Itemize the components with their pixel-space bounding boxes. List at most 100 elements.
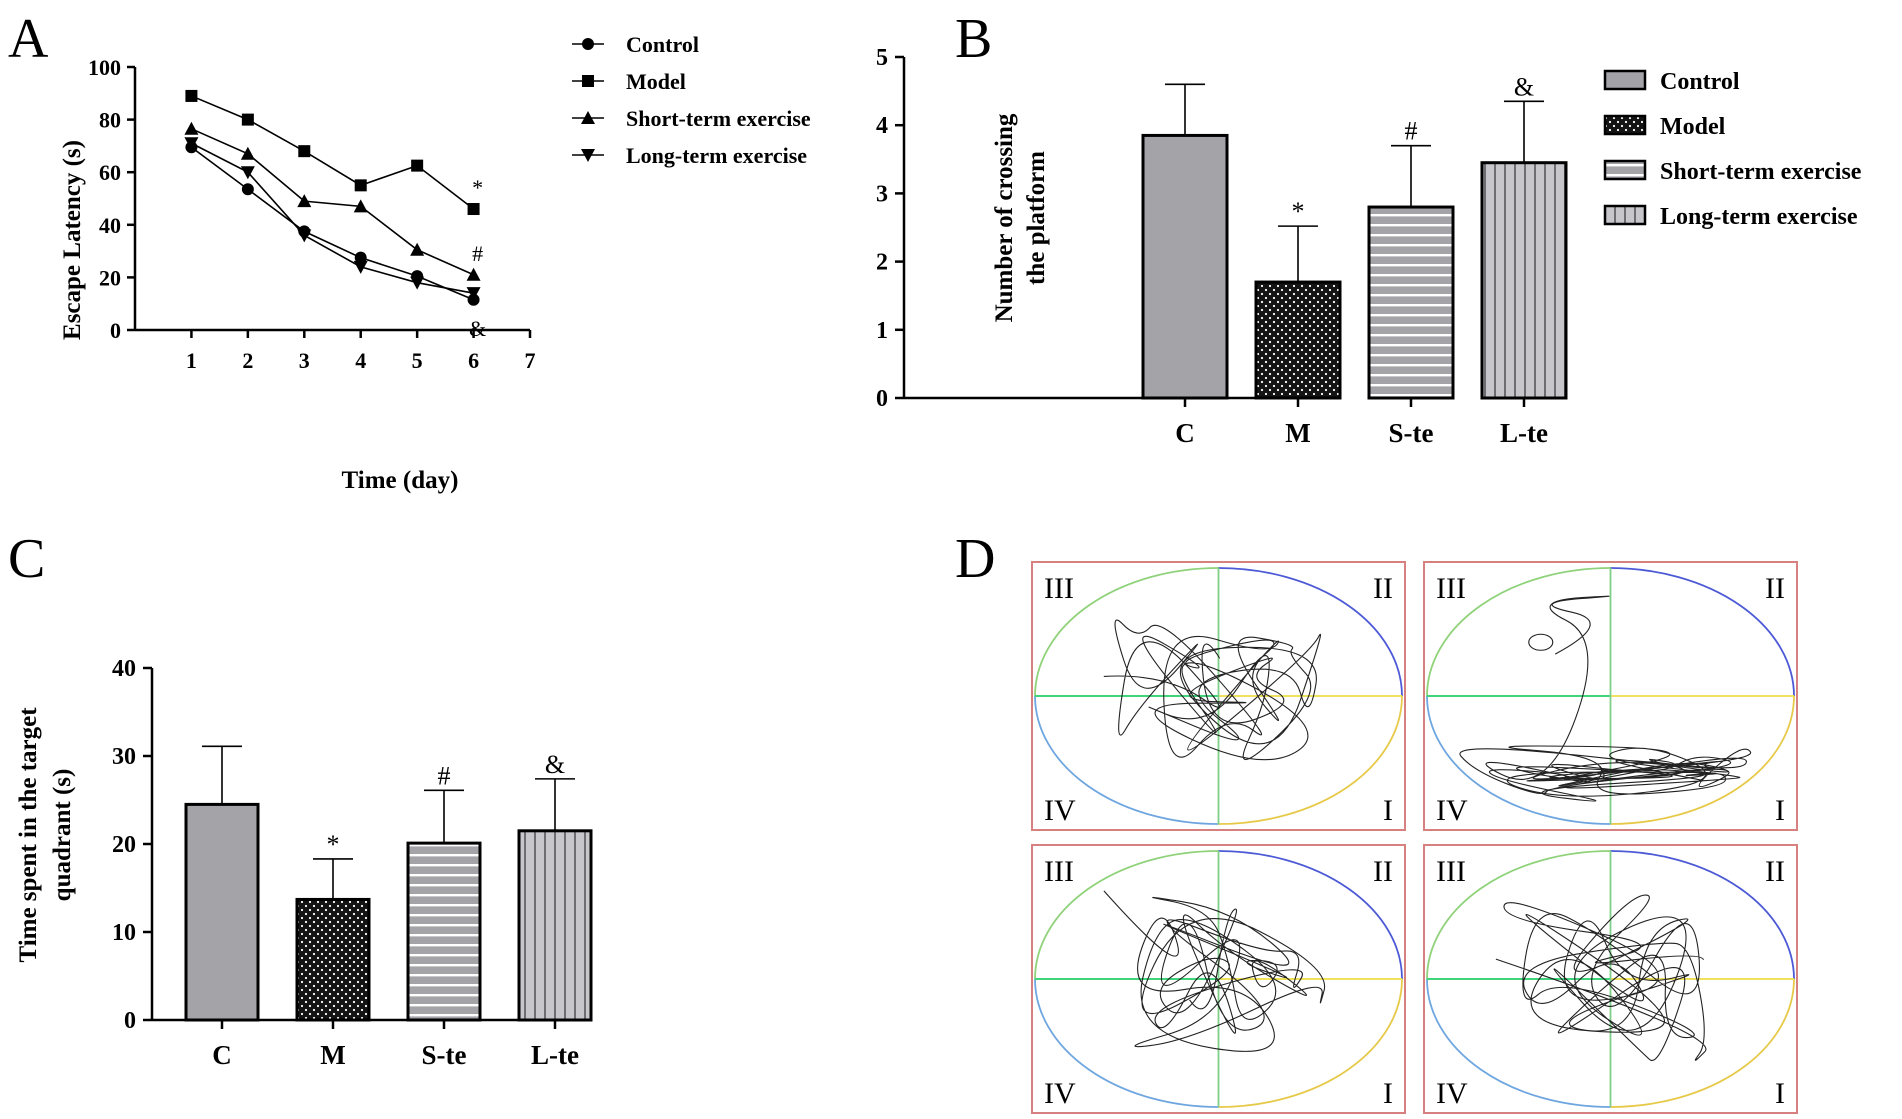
point-model xyxy=(354,179,367,192)
chart-c-significance-s-te: # xyxy=(438,761,451,790)
chart-c-bar-s-te xyxy=(406,841,482,1022)
chart-b-category-label-m: M xyxy=(1285,418,1310,448)
point-control xyxy=(241,183,254,196)
chart-b-bar-m xyxy=(1254,280,1342,400)
chart-b-bar-s-te xyxy=(1367,205,1455,400)
pool-arc-quadrant-i xyxy=(1218,695,1403,825)
pool-arc-quadrant-iv xyxy=(1426,695,1611,825)
pool-arc-quadrant-iii xyxy=(1426,850,1611,980)
legend-label-control: Control xyxy=(626,32,699,57)
panel-label-c: C xyxy=(8,528,45,590)
point-model xyxy=(185,89,198,102)
chart-c-y-axis-title-line2: quadrant (s) xyxy=(49,769,76,902)
legend-swatch-control xyxy=(1603,69,1647,91)
chart-c-y-tick-label: 40 xyxy=(112,656,136,682)
legend-label-short-term-exercise: Short-term exercise xyxy=(626,106,811,131)
chart-a-series: * # & xyxy=(184,89,486,341)
chart-b-significance-l-te: & xyxy=(1514,72,1534,101)
chart-a-x-tick-label: 6 xyxy=(468,348,479,373)
chart-c-category-label-s-te: S-te xyxy=(422,1040,467,1070)
pool-arc-quadrant-iv xyxy=(1034,978,1219,1108)
quadrant-label-iv: IV xyxy=(1436,794,1468,827)
legend-swatch-long-term-exercise xyxy=(1603,204,1647,226)
point-model xyxy=(241,113,254,126)
chart-a-y-tick-label: 80 xyxy=(99,108,121,133)
chart-a-y-tick-label: 100 xyxy=(88,55,121,80)
pool-arc-quadrant-i xyxy=(1610,695,1795,825)
chart-a-x-tick-label: 7 xyxy=(525,348,536,373)
chart-b-axes: 0 1 2 3 4 5 C M S-te L-te xyxy=(876,45,1548,448)
chart-c-bar-l-te xyxy=(517,829,593,1022)
chart-b-bar-c xyxy=(1141,133,1229,400)
legend-label-long-term-exercise: Long-term exercise xyxy=(1660,204,1858,230)
swim-path xyxy=(1459,595,1752,802)
quadrant-label-i: I xyxy=(1775,794,1785,827)
pool-arc-quadrant-ii xyxy=(1610,850,1795,980)
chart-a-y-axis-title: Escape Latency (s) xyxy=(59,140,86,340)
panel-label-b: B xyxy=(955,8,992,70)
chart-a-significance-mark: # xyxy=(472,241,483,266)
legend-label-model: Model xyxy=(626,69,686,94)
quadrant-label-iv: IV xyxy=(1436,1077,1468,1110)
pool-arc-quadrant-i xyxy=(1610,978,1795,1108)
chart-a-x-tick-label: 5 xyxy=(412,348,423,373)
chart-c-y-axis-title-line1: Time spent in the target xyxy=(15,707,42,963)
legend-label-short-term-exercise: Short-term exercise xyxy=(1660,159,1862,185)
quadrant-label-i: I xyxy=(1383,1077,1393,1110)
series-line-long-term-exercise xyxy=(191,142,474,294)
quadrant-label-iv: IV xyxy=(1044,1077,1076,1110)
legend-label-model: Model xyxy=(1660,114,1726,140)
chart-b-y-tick-label: 3 xyxy=(876,181,888,207)
series-line-control xyxy=(190,146,474,301)
quadrant-label-iii: III xyxy=(1044,572,1074,605)
point-long-term-exercise xyxy=(240,166,255,180)
quadrant-label-iii: III xyxy=(1044,855,1074,888)
legend-swatch-short-term-exercise xyxy=(1603,159,1647,181)
chart-a-x-tick-label: 1 xyxy=(186,348,197,373)
legend-label-control: Control xyxy=(1660,69,1740,95)
series-line-short-term-exercise xyxy=(191,128,474,276)
chart-c-bar-c xyxy=(184,802,260,1022)
pool-arc-quadrant-iv xyxy=(1426,978,1611,1108)
chart-c-y-tick-label: 20 xyxy=(112,832,136,858)
chart-b-y-axis-title-line1: Number of crossing xyxy=(991,113,1018,322)
point-long-term-exercise xyxy=(297,229,312,243)
point-model xyxy=(298,145,311,158)
platform-crossing-bar-chart: 0 1 2 3 4 5 C M S-te L-te * # & Control Model Short-t… xyxy=(876,45,1862,448)
legend-swatch-model xyxy=(1603,114,1647,136)
chart-b-y-tick-label: 1 xyxy=(876,318,888,344)
quadrant-label-ii: II xyxy=(1373,855,1393,888)
chart-a-x-tick-label: 3 xyxy=(299,348,310,373)
point-short-term-exercise xyxy=(353,199,368,213)
legend-label-long-term-exercise: Long-term exercise xyxy=(626,143,807,168)
platform-loop xyxy=(1528,633,1554,651)
point-long-term-exercise xyxy=(410,276,425,290)
quadrant-label-ii: II xyxy=(1765,572,1785,605)
chart-c-significance-l-te: & xyxy=(545,750,565,779)
legend-marker-long-term-exercise xyxy=(581,149,595,162)
chart-b-category-label-l-te: L-te xyxy=(1500,418,1548,448)
chart-a-x-tick-label: 4 xyxy=(355,348,366,373)
chart-a-significance-mark: * xyxy=(472,175,483,200)
quadrant-label-i: I xyxy=(1775,1077,1785,1110)
point-model xyxy=(467,203,480,216)
pool-arc-quadrant-iii xyxy=(1034,850,1219,980)
quadrant-label-iii: III xyxy=(1436,855,1466,888)
quadrant-label-ii: II xyxy=(1765,855,1785,888)
chart-b-legend: Control Model Short-term exercise Long-term… xyxy=(1603,69,1862,230)
chart-c-significance-m: * xyxy=(327,830,340,859)
chart-c-category-label-c: C xyxy=(212,1040,232,1070)
point-short-term-exercise xyxy=(410,242,425,256)
chart-b-y-tick-label: 4 xyxy=(876,113,888,139)
chart-c-category-label-m: M xyxy=(320,1040,345,1070)
pool-arc-quadrant-ii xyxy=(1610,567,1795,697)
chart-b-category-label-c: C xyxy=(1175,418,1195,448)
pool-arc-quadrant-i xyxy=(1218,978,1403,1108)
chart-b-y-tick-label: 5 xyxy=(876,45,888,71)
escape-latency-line-chart: 0 20 40 60 80 100 1 2 3 4 5 6 7 * # & Control Model Shor… xyxy=(59,32,811,494)
panel-label-d: D xyxy=(955,528,995,590)
